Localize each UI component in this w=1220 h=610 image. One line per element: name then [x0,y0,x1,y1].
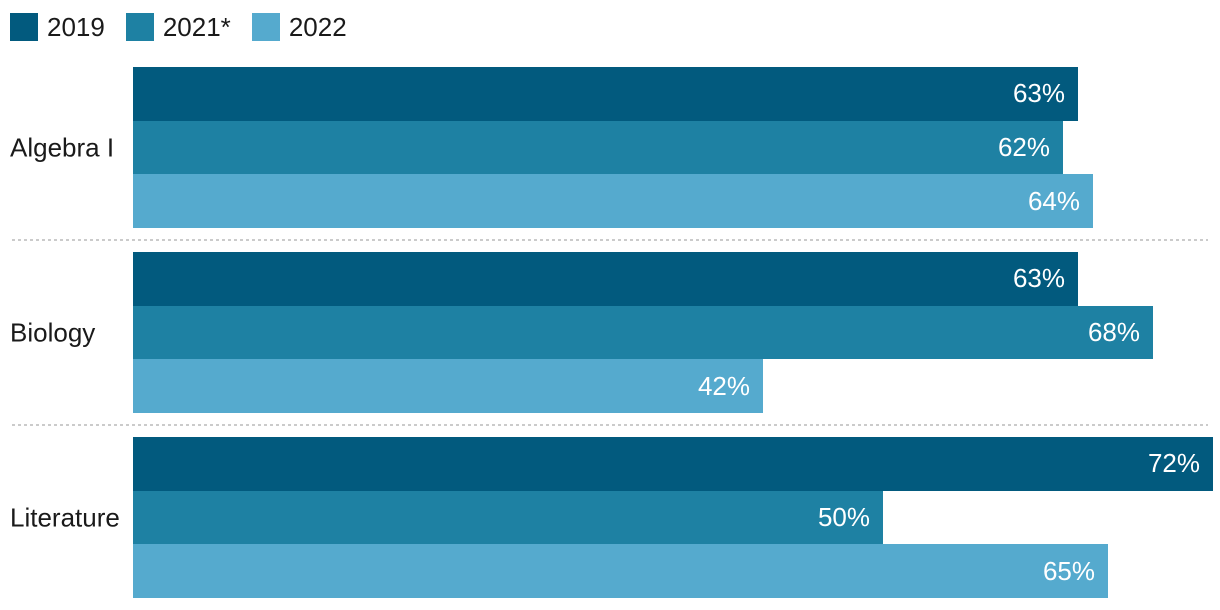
legend: 2019 2021* 2022 [10,13,347,41]
legend-item-2019: 2019 [10,13,105,41]
bar-2022-literature: 65% [133,544,1108,598]
category-group-algebra-i: Algebra I 63% 62% 64% [0,67,1220,228]
bar-value-label: 64% [1027,185,1080,216]
bar-value-label: 42% [697,370,750,401]
bar-2021-algebra-i: 62% [133,120,1063,175]
bar-value-label: 72% [1147,448,1200,479]
bar-group: 63% 62% 64% [133,67,1093,228]
legend-item-2021: 2021* [125,12,231,42]
bar-value-label: 65% [1042,555,1095,586]
bar-value-label: 63% [1012,263,1065,294]
bar-value-label: 68% [1087,316,1140,347]
category-label-algebra-i: Algebra I [10,132,115,162]
bar-2019-literature: 72% [133,437,1213,491]
category-label-literature: Literature [10,502,120,532]
bar-value-label: 50% [817,501,870,532]
category-group-literature: Literature 72% 50% 65% [0,437,1220,598]
bar-2019-biology: 63% [133,252,1078,306]
category-group-biology: Biology 63% 68% 42% [0,252,1220,413]
bar-value-label: 62% [997,131,1050,162]
legend-item-2022: 2022 [251,12,347,42]
legend-label-2021: 2021* [162,12,231,42]
group-divider [12,424,1208,426]
bar-group: 72% 50% 65% [133,437,1213,598]
legend-swatch-2021 [125,13,154,41]
legend-swatch-2019 [10,13,38,41]
legend-swatch-2022 [251,13,280,41]
group-divider [12,239,1208,241]
bar-2022-biology: 42% [133,359,763,413]
bar-group: 63% 68% 42% [133,252,1153,413]
bar-2022-algebra-i: 64% [133,174,1093,228]
legend-label-2022: 2022 [288,12,347,42]
bar-2021-biology: 68% [133,305,1153,360]
bar-2019-algebra-i: 63% [133,67,1078,121]
category-label-biology: Biology [10,317,96,347]
legend-label-2019: 2019 [47,12,105,42]
bar-value-label: 63% [1012,78,1065,109]
bar-2021-literature: 50% [133,490,883,545]
